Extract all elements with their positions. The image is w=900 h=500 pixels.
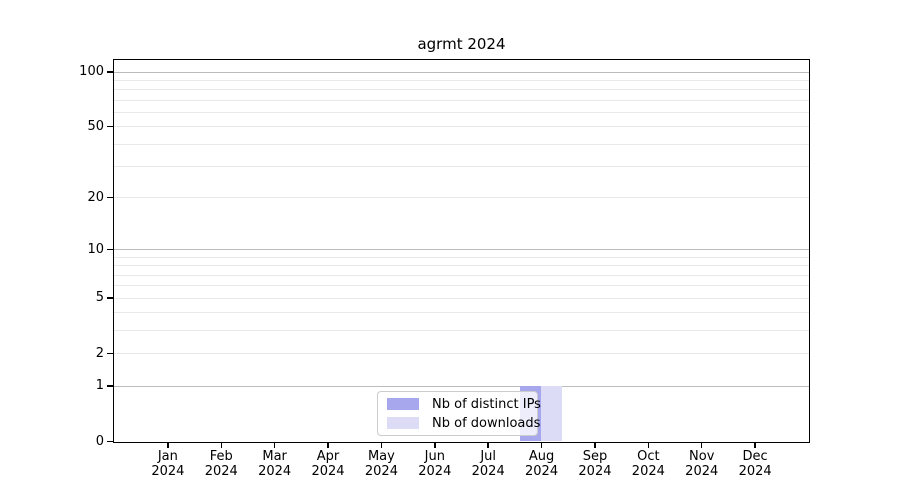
x-tick-mark — [167, 443, 169, 448]
x-tick-year: 2024 — [151, 464, 185, 479]
x-tick-month: Feb — [209, 449, 233, 464]
gridline-minor — [114, 111, 809, 113]
x-tick-year: 2024 — [204, 464, 238, 479]
x-tick-mark — [540, 443, 543, 448]
gridline-minor — [114, 274, 809, 276]
grid-layer — [114, 60, 809, 442]
gridline-minor — [114, 330, 809, 331]
x-tick-year: 2024 — [685, 464, 719, 479]
x-tick-mark — [434, 443, 436, 448]
gridline-minor — [114, 353, 809, 355]
y-tick-mark — [107, 196, 113, 199]
y-tick-mark — [107, 248, 113, 251]
x-tick-label: Feb 2024 — [189, 449, 253, 479]
x-tick-label: Apr 2024 — [296, 449, 360, 479]
gridline-minor — [114, 312, 809, 314]
y-tick-label: 5 — [95, 290, 104, 306]
plot-area: Nb of distinct IPs Nb of downloads — [113, 59, 810, 443]
x-tick-label: Oct 2024 — [616, 449, 680, 479]
x-tick-label: Jun 2024 — [403, 449, 467, 479]
x-tick-year: 2024 — [578, 464, 612, 479]
x-tick-mark — [647, 443, 650, 448]
y-tick-mark — [107, 352, 113, 355]
x-tick-label: Aug 2024 — [510, 449, 574, 479]
bar-layer — [114, 60, 809, 442]
y-tick-label: 10 — [87, 241, 104, 257]
gridline-minor — [114, 143, 809, 145]
x-tick-month: Nov — [689, 449, 715, 464]
y-tick-mark — [107, 125, 113, 128]
x-tick-label: Sep 2024 — [563, 449, 627, 479]
gridline-minor — [114, 197, 809, 199]
x-tick-mark — [380, 443, 383, 448]
x-tick-label: May 2024 — [349, 449, 413, 479]
x-tick-label: Jan 2024 — [136, 449, 200, 479]
gridline-major — [114, 71, 809, 73]
x-tick-mark — [273, 443, 276, 448]
y-tick-label: 100 — [79, 64, 104, 79]
x-tick-label: Nov 2024 — [670, 449, 734, 479]
legend: Nb of distinct IPs Nb of downloads — [377, 391, 541, 436]
x-tick-month: Dec — [742, 449, 768, 464]
legend-swatch-nb-of-distinct-ips — [387, 398, 419, 410]
gridline-major — [114, 385, 809, 387]
x-tick-month: Jul — [480, 449, 497, 464]
x-tick-month: Sep — [582, 449, 608, 464]
gridline-minor — [114, 166, 809, 168]
gridline-minor — [114, 89, 809, 91]
x-tick-month: Oct — [637, 449, 660, 464]
x-tick-year: 2024 — [738, 464, 772, 479]
y-tick-mark — [107, 440, 113, 443]
legend-item: Nb of distinct IPs — [378, 395, 541, 414]
x-tick-month: Jan — [157, 449, 178, 464]
x-tick-year: 2024 — [631, 464, 665, 479]
legend-item: Nb of downloads — [378, 414, 541, 433]
x-tick-month: Jun — [424, 449, 445, 464]
gridline-major — [114, 249, 809, 251]
y-tick-label: 0 — [95, 433, 104, 449]
y-tick-label: 20 — [87, 189, 104, 205]
gridline-minor — [114, 297, 809, 299]
x-tick-year: 2024 — [471, 464, 505, 479]
x-tick-year: 2024 — [311, 464, 345, 479]
x-tick-mark — [220, 443, 223, 448]
x-tick-mark — [700, 443, 703, 448]
y-tick-mark — [107, 297, 113, 299]
legend-label: Nb of downloads — [432, 415, 541, 431]
x-tick-year: 2024 — [258, 464, 292, 479]
x-tick-month: Mar — [262, 449, 287, 464]
x-tick-mark — [327, 443, 329, 448]
x-tick-month: May — [367, 449, 395, 464]
x-tick-mark — [487, 443, 489, 448]
gridline-minor — [114, 79, 809, 81]
y-tick-label: 50 — [87, 118, 104, 134]
y-tick-mark — [107, 71, 113, 73]
gridline-minor — [114, 256, 809, 258]
chart-title: agrmt 2024 — [417, 35, 506, 53]
x-tick-mark — [594, 443, 596, 448]
x-tick-label: Jul 2024 — [456, 449, 520, 479]
y-tick-label: 1 — [95, 378, 104, 393]
x-tick-month: Apr — [316, 449, 340, 464]
y-tick-mark — [107, 385, 113, 387]
bar-nb-of-downloads — [541, 385, 563, 441]
gridline-minor — [114, 285, 809, 287]
x-tick-year: 2024 — [525, 464, 559, 479]
x-tick-month: Aug — [528, 449, 555, 464]
gridline-minor — [114, 265, 809, 267]
x-tick-label: Mar 2024 — [243, 449, 307, 479]
x-tick-mark — [754, 443, 756, 448]
legend-label: Nb of distinct IPs — [432, 396, 541, 412]
x-tick-year: 2024 — [364, 464, 398, 479]
legend-swatch-nb-of-downloads — [387, 417, 419, 429]
gridline-minor — [114, 126, 809, 128]
x-tick-label: Dec 2024 — [723, 449, 787, 479]
x-tick-year: 2024 — [418, 464, 452, 479]
gridline-minor — [114, 99, 809, 101]
y-tick-label: 2 — [95, 345, 104, 361]
